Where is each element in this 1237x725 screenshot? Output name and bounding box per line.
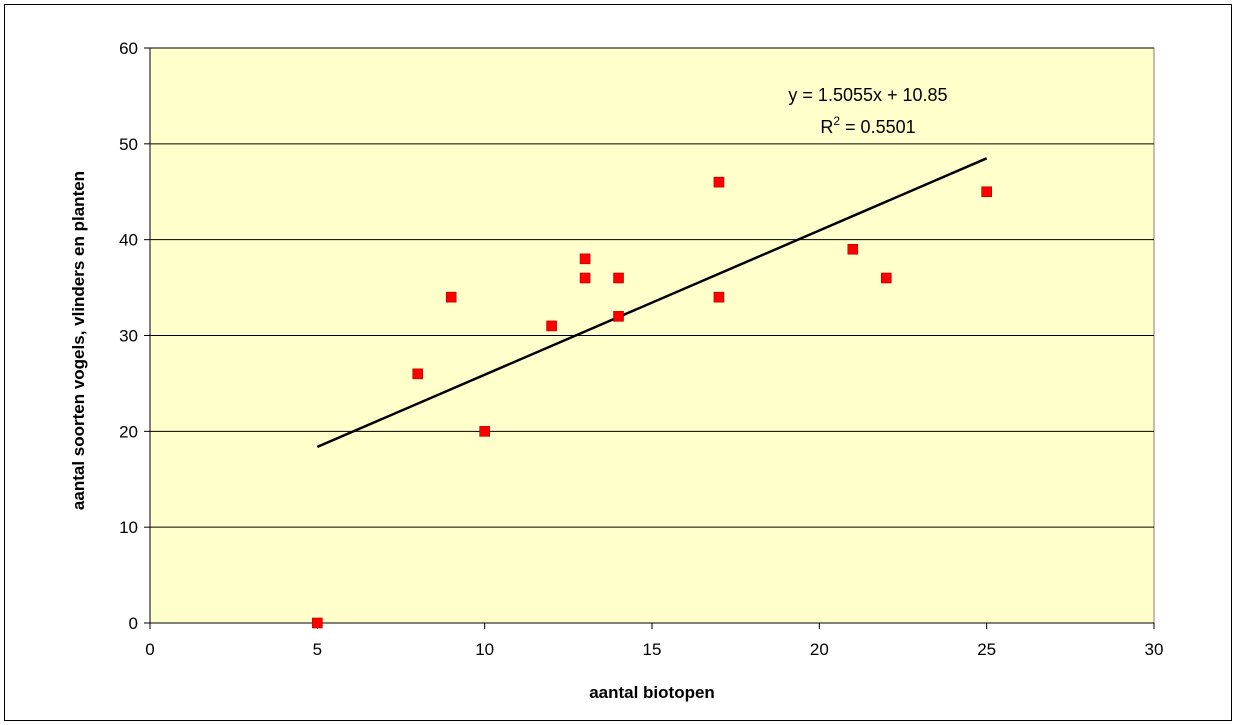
- data-point: [613, 272, 624, 284]
- y-tick-label: 40: [119, 231, 138, 250]
- x-tick-label: 20: [810, 640, 829, 659]
- y-tick-label: 0: [129, 614, 138, 633]
- data-point: [312, 617, 323, 629]
- trendline-group: [316, 157, 988, 449]
- x-tick-label: 5: [313, 640, 322, 659]
- y-tick-label: 10: [119, 518, 138, 537]
- data-point: [445, 291, 457, 303]
- y-tick-label: 60: [119, 39, 138, 58]
- r-squared-value: = 0.5501: [840, 117, 916, 137]
- trendline-equation: y = 1.5055x + 10.85: [788, 85, 947, 105]
- y-axis-ticks: 0 10 20 30 40 50 60: [119, 39, 150, 633]
- x-tick-label: 25: [977, 640, 996, 659]
- y-tick-label: 20: [119, 422, 138, 441]
- data-point: [412, 368, 424, 380]
- x-tick-label: 10: [475, 640, 494, 659]
- r-squared-label: R2 = 0.5501: [820, 114, 915, 137]
- gridlines: [150, 47, 1154, 528]
- y-tick-label: 50: [119, 135, 138, 154]
- x-axis-ticks: 0 5 10 15 20 25 30: [145, 623, 1163, 659]
- data-point: [713, 176, 725, 188]
- x-tick-label: 15: [643, 640, 662, 659]
- data-point: [880, 272, 892, 284]
- data-point: [579, 253, 591, 265]
- x-axis-title: aantal biotopen: [589, 683, 715, 702]
- y-tick-label: 30: [119, 327, 138, 346]
- data-point: [713, 291, 725, 303]
- data-points: [312, 176, 992, 629]
- data-point: [981, 186, 992, 198]
- x-tick-label: 30: [1145, 640, 1164, 659]
- data-point: [613, 311, 624, 322]
- data-point: [546, 320, 557, 332]
- r-squared-exponent: 2: [833, 114, 840, 128]
- data-point: [579, 272, 591, 284]
- x-tick-label: 0: [145, 640, 154, 659]
- data-point: [479, 426, 490, 437]
- y-axis-title: aantal soorten vogels, vlinders en plant…: [69, 171, 88, 510]
- data-point: [847, 243, 859, 255]
- trendline: [316, 157, 988, 449]
- r-squared-symbol: R: [820, 117, 833, 137]
